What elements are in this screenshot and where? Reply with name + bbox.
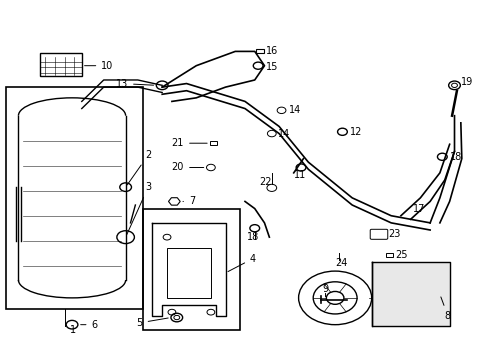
Text: 21: 21 (172, 138, 207, 148)
Text: 11: 11 (294, 170, 306, 180)
Text: 20: 20 (172, 162, 204, 172)
Text: 5: 5 (136, 318, 168, 328)
Text: 22: 22 (259, 177, 272, 187)
Text: 18: 18 (247, 232, 260, 242)
Text: 18: 18 (450, 152, 462, 162)
Text: 2: 2 (127, 150, 151, 185)
Text: 15: 15 (266, 63, 278, 72)
Text: 19: 19 (461, 77, 473, 87)
Text: 14: 14 (278, 129, 291, 139)
Polygon shape (372, 262, 450, 327)
Text: 14: 14 (289, 105, 301, 115)
Bar (386, 253, 392, 257)
Text: 23: 23 (389, 229, 401, 239)
Bar (256, 49, 264, 53)
Text: 12: 12 (350, 127, 362, 137)
Text: 9: 9 (322, 284, 328, 294)
Text: 13: 13 (116, 78, 153, 89)
Text: 25: 25 (395, 250, 408, 260)
Bar (6, 87, 143, 309)
Bar (167, 248, 211, 298)
Text: 10: 10 (85, 61, 114, 71)
Text: 8: 8 (441, 297, 451, 321)
Bar (210, 141, 217, 145)
Text: 3: 3 (127, 182, 151, 235)
Text: 7: 7 (183, 197, 195, 206)
Text: 6: 6 (81, 320, 98, 330)
Bar (143, 208, 240, 330)
Text: 24: 24 (335, 258, 347, 268)
Bar (40, 53, 82, 76)
Text: 4: 4 (228, 253, 256, 271)
Text: 16: 16 (266, 46, 278, 57)
Text: 17: 17 (413, 203, 425, 213)
Text: 1: 1 (70, 325, 76, 335)
